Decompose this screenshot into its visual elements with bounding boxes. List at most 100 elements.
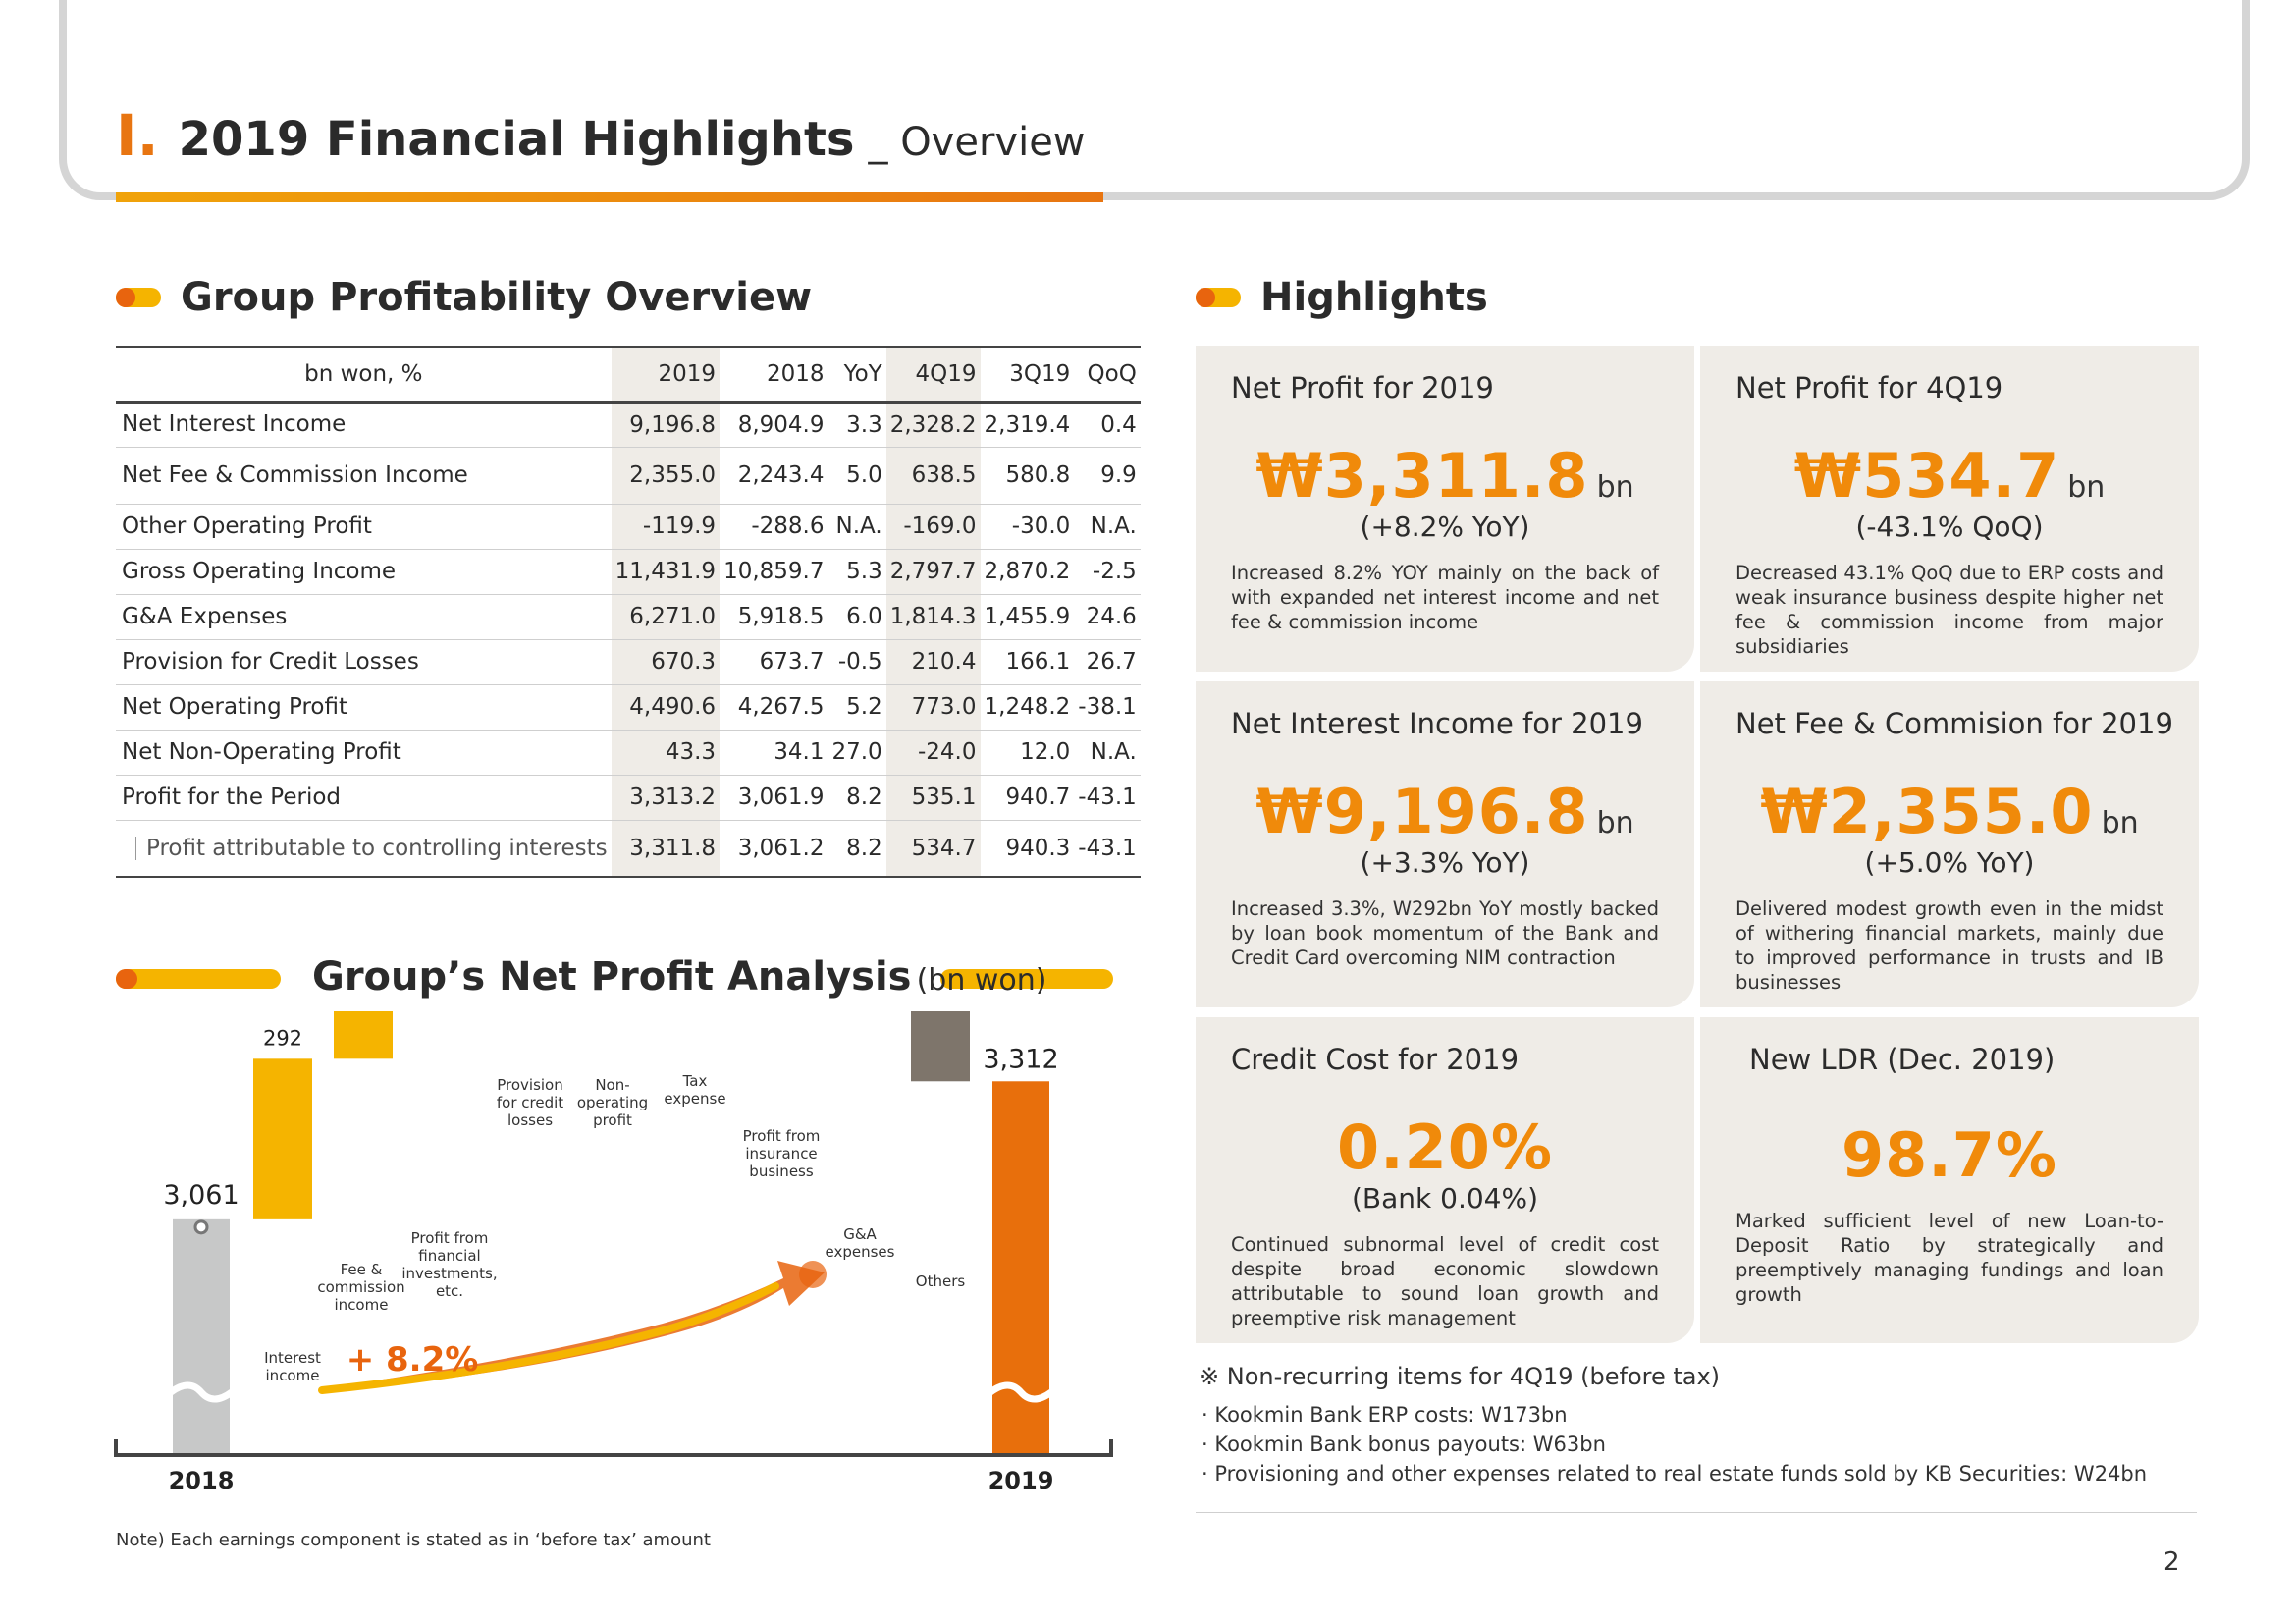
- profitability-header: Group Profitability Overview: [116, 275, 812, 320]
- card-title: Net Profit for 2019: [1231, 371, 1494, 405]
- table-cell: 210.4: [885, 639, 981, 685]
- table-cell: 2,797.7: [885, 549, 981, 595]
- card-title: Credit Cost for 2019: [1231, 1043, 1520, 1076]
- table-cell: 6.0: [828, 594, 886, 640]
- table-cell: 5.0: [828, 447, 886, 505]
- growth-arrow-tip: [799, 1261, 827, 1288]
- list-item: · Kookmin Bank bonus payouts: W63bn: [1201, 1433, 1606, 1456]
- card-change: (-43.1% QoQ): [1855, 511, 2044, 543]
- pill-bullet-icon: [1196, 288, 1241, 307]
- header-accent-line: [116, 192, 1103, 202]
- table-cell: 12.0: [980, 730, 1075, 776]
- column-header: QoQ: [1074, 346, 1141, 404]
- title-main: 2019 Financial Highlights: [178, 112, 855, 167]
- row-label: Gross Operating Income: [116, 549, 612, 595]
- category-label: Non-operating profit: [577, 1076, 648, 1129]
- table-cell: 773.0: [885, 684, 981, 731]
- table-row: Net Interest Income 9,196.8 8,904.9 3.3 2,32…: [116, 402, 1141, 448]
- highlight-card: Credit Cost for 2019 0.20% (Bank 0.04%) …: [1196, 1017, 1694, 1343]
- card-description: Increased 3.3%, W292bn YoY mostly backed…: [1231, 897, 1659, 969]
- table-cell: 11,431.9: [611, 549, 721, 595]
- card-description: Increased 8.2% YOY mainly on the back of…: [1231, 562, 1659, 633]
- table-cell: -38.1: [1074, 684, 1141, 731]
- table-cell: 638.5: [885, 447, 981, 505]
- table-cell: 3,313.2: [611, 775, 721, 821]
- non-recurring-items: ※ Non-recurring items for 4Q19 (before t…: [1200, 1363, 2197, 1489]
- profitability-title: Group Profitability Overview: [181, 275, 813, 320]
- row-label: Net Interest Income: [116, 402, 612, 448]
- table-row: Gross Operating Income 11,431.9 10,859.7 5.…: [116, 549, 1141, 595]
- net-profit-unit: (bn won): [916, 963, 1047, 998]
- np-left-accent-bar: [116, 969, 281, 989]
- table-cell: 1,455.9: [980, 594, 1075, 640]
- table-row: Other Operating Profit -119.9 -288.6 N.A. -1…: [116, 504, 1141, 550]
- divider: [1196, 1512, 2197, 1513]
- table-cell: -0.5: [828, 639, 886, 685]
- table-cell: 535.1: [885, 775, 981, 821]
- card-change: (+8.2% YoY): [1360, 511, 1530, 543]
- category-label: Profit from insurance business: [743, 1127, 821, 1180]
- card-value-number: 98.7%: [1841, 1119, 2058, 1191]
- row-label: Provision for Credit Losses: [116, 639, 612, 685]
- table-row: Net Non-Operating Profit 43.3 34.1 27.0 -24.…: [116, 730, 1141, 776]
- table-row: Profit attributable to controlling inter…: [116, 820, 1141, 878]
- table-cell: 2,328.2: [885, 402, 981, 448]
- start-marker-icon: [193, 1219, 209, 1235]
- card-change: (+5.0% YoY): [1864, 846, 2035, 879]
- highlight-card: Net Profit for 4Q19 ₩534.7 bn (-43.1% QoQ…: [1700, 346, 2199, 672]
- table-cell: 10,859.7: [720, 549, 828, 595]
- x-axis: [114, 1439, 1113, 1457]
- table-cell: -30.0: [980, 504, 1075, 550]
- card-value-unit: bn: [1596, 470, 1634, 505]
- highlight-card: Net Fee & Commision for 2019 ₩2,355.0 bn …: [1700, 681, 2199, 1007]
- row-label-text: Profit attributable to controlling inter…: [135, 837, 608, 860]
- title-subtitle: _ Overview: [868, 120, 1086, 165]
- card-title: Net Profit for 4Q19: [1735, 371, 2003, 405]
- table-cell: 673.7: [720, 639, 828, 685]
- table-cell: 3,311.8: [611, 820, 721, 878]
- table-cell: 8,904.9: [720, 402, 828, 448]
- column-header: 2019: [611, 346, 721, 404]
- highlights-title: Highlights: [1260, 275, 1488, 320]
- row-label: Other Operating Profit: [116, 504, 612, 550]
- table-cell: 1,814.3: [885, 594, 981, 640]
- pill-bullet-icon: [116, 288, 161, 307]
- data-label: 3,312: [983, 1044, 1058, 1074]
- card-value-unit: bn: [2067, 470, 2106, 505]
- table-cell: -2.5: [1074, 549, 1141, 595]
- category-label: Provision for credit losses: [497, 1076, 563, 1129]
- table-row: Profit for the Period 3,313.2 3,061.9 8.2 53…: [116, 775, 1141, 821]
- table-cell: 3,061.2: [720, 820, 828, 878]
- table-cell: -169.0: [885, 504, 981, 550]
- card-value: ₩2,355.0 bn: [1700, 776, 2199, 847]
- table-cell: -43.1: [1074, 820, 1141, 878]
- list-item: · Provisioning and other expenses relate…: [1201, 1462, 2148, 1486]
- table-cell: 940.3: [980, 820, 1075, 878]
- page-title: I. 2019 Financial Highlights _ Overview: [116, 102, 1086, 169]
- category-label: Others: [916, 1272, 966, 1290]
- highlight-card: Net Interest Income for 2019 ₩9,196.8 bn …: [1196, 681, 1694, 1007]
- table-row: G&A Expenses 6,271.0 5,918.5 6.0 1,814.3 1,45…: [116, 594, 1141, 640]
- axis-label-start: 2018: [169, 1467, 235, 1494]
- card-value-number: 0.20%: [1336, 1111, 1554, 1183]
- non-recurring-title: ※ Non-recurring items for 4Q19 (before t…: [1200, 1363, 1721, 1390]
- card-description: Decreased 43.1% QoQ due to ERP costs and…: [1735, 562, 2163, 658]
- table-cell: -119.9: [611, 504, 721, 550]
- np-right-accent-bar: [940, 969, 1113, 989]
- row-label: Net Fee & Commission Income: [116, 447, 612, 505]
- data-label: 3,061: [163, 1180, 239, 1211]
- table-cell: 5.2: [828, 684, 886, 731]
- waterfall-bar: [911, 986, 970, 1082]
- category-label: Fee & commission income: [317, 1261, 404, 1314]
- header-frame: [59, 0, 2250, 200]
- table-cell: 3,061.9: [720, 775, 828, 821]
- table-cell: 6,271.0: [611, 594, 721, 640]
- card-title: New LDR (Dec. 2019): [1749, 1043, 2056, 1076]
- column-header: 4Q19: [885, 346, 981, 404]
- table-cell: 3.3: [828, 402, 886, 448]
- chart-note: Note) Each earnings component is stated …: [116, 1530, 711, 1550]
- table-cell: 9,196.8: [611, 402, 721, 448]
- card-value: ₩3,311.8 bn: [1196, 440, 1694, 512]
- waterfall-bar: [253, 1058, 312, 1219]
- card-title: Net Fee & Commision for 2019: [1735, 707, 2173, 740]
